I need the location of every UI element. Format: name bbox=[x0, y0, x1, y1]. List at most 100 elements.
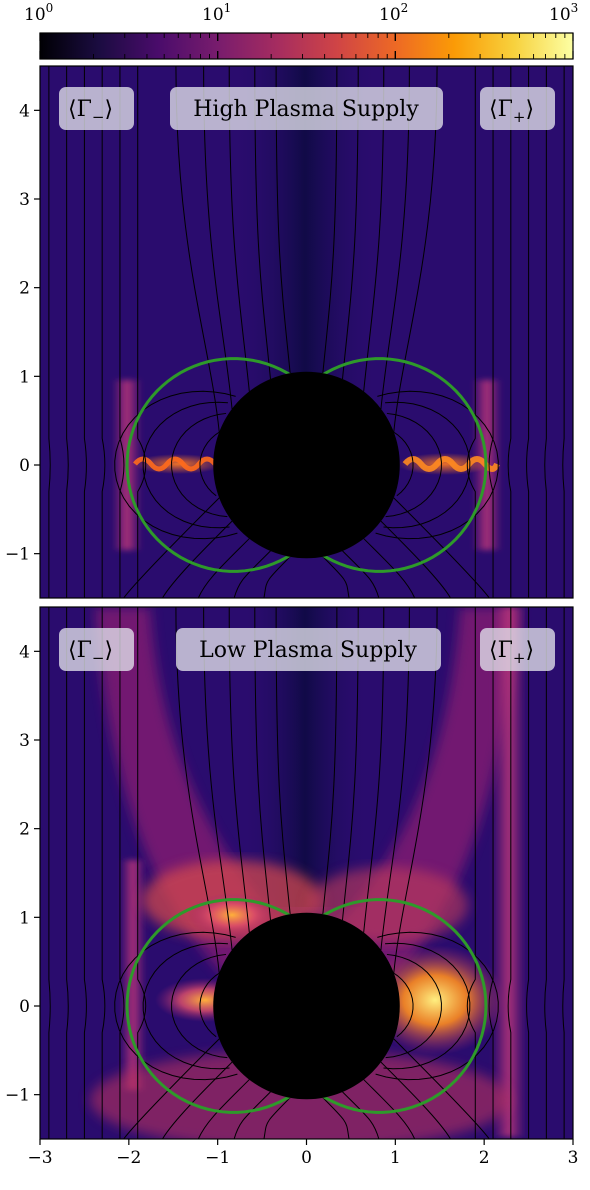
field-line bbox=[507, 66, 512, 598]
y-tick-label: 3 bbox=[19, 731, 30, 751]
field-line bbox=[137, 607, 147, 1139]
y-axis: −1 0 1 2 3 4 bbox=[5, 101, 40, 565]
label-gamma-plus: ⟨Γ+⟩ bbox=[480, 628, 555, 671]
y-tick-label: −1 bbox=[5, 545, 30, 565]
field-line bbox=[233, 550, 271, 598]
field-line bbox=[142, 401, 230, 529]
field-line bbox=[83, 66, 87, 598]
panel-high-plasma-supply: −1 0 1 2 3 4 ⟨Γ−⟩ High Plasma Supply ⟨Γ+⟩ bbox=[5, 65, 574, 599]
field-line bbox=[203, 66, 233, 409]
field-line bbox=[114, 931, 238, 1081]
field-line bbox=[466, 607, 476, 1139]
panel-title: Low Plasma Supply bbox=[176, 628, 441, 671]
field-lines bbox=[48, 66, 565, 598]
panel-title-text: High Plasma Supply bbox=[193, 97, 419, 122]
field-line bbox=[171, 412, 228, 518]
field-line bbox=[197, 1079, 250, 1139]
neutron-star bbox=[213, 371, 400, 559]
label-gamma-plus-text: ⟨Γ+⟩ bbox=[489, 638, 534, 667]
y-tick-label: 4 bbox=[19, 642, 30, 662]
field-line bbox=[342, 1091, 380, 1139]
field-line bbox=[466, 66, 476, 598]
field-line bbox=[380, 66, 410, 409]
x-tick-label: 3 bbox=[568, 1148, 579, 1168]
label-gamma-minus-text: ⟨Γ−⟩ bbox=[68, 97, 113, 126]
label-gamma-minus: ⟨Γ−⟩ bbox=[59, 87, 134, 130]
field-line bbox=[101, 66, 106, 598]
field-line bbox=[175, 607, 220, 974]
label-gamma-plus: ⟨Γ+⟩ bbox=[480, 87, 555, 130]
colorbar-tick-label: 103 bbox=[549, 1, 578, 25]
light-cylinder bbox=[125, 357, 488, 573]
field-line bbox=[393, 1038, 490, 1139]
field-line bbox=[341, 607, 359, 921]
field-line bbox=[142, 942, 230, 1070]
neutron-star bbox=[213, 912, 400, 1100]
x-tick-label: 0 bbox=[301, 1148, 312, 1168]
field-line bbox=[393, 607, 438, 974]
x-tick-label: −1 bbox=[205, 1148, 230, 1168]
field-line bbox=[119, 66, 125, 598]
field-line bbox=[393, 66, 438, 433]
field-line bbox=[380, 607, 410, 950]
field-line bbox=[375, 931, 499, 1081]
hot-region-right bbox=[365, 945, 505, 1055]
field-line bbox=[383, 401, 471, 529]
field-line bbox=[233, 1091, 271, 1139]
field-line bbox=[203, 607, 233, 950]
y-tick-label: 4 bbox=[19, 101, 30, 121]
field-line bbox=[101, 607, 106, 1139]
panel-low-plasma-supply: −1 0 1 2 3 4 −3 −2 −1 0 1 2 3 ⟨Γ−⟩ Low Plasma Suppl… bbox=[5, 606, 579, 1168]
field-line bbox=[263, 556, 291, 598]
y-tick-label: 1 bbox=[19, 367, 30, 387]
field-line bbox=[197, 538, 250, 598]
field-line bbox=[66, 66, 69, 598]
x-tick-label: 2 bbox=[479, 1148, 490, 1168]
light-cylinder bbox=[125, 898, 488, 1114]
y-tick-label: 3 bbox=[19, 190, 30, 210]
field-line bbox=[393, 497, 490, 598]
colorbar-tick-label: 100 bbox=[24, 1, 53, 25]
y-tick-label: 2 bbox=[19, 820, 30, 840]
field-line bbox=[275, 66, 291, 374]
field-line bbox=[488, 66, 494, 598]
field-line bbox=[342, 550, 380, 598]
field-line bbox=[254, 66, 272, 380]
field-line bbox=[385, 953, 442, 1059]
field-line bbox=[199, 431, 221, 497]
panel-title-text: Low Plasma Supply bbox=[199, 638, 417, 663]
field-line bbox=[175, 66, 220, 433]
field-lines bbox=[48, 607, 565, 1139]
field-line bbox=[383, 942, 471, 1070]
field-line bbox=[385, 412, 442, 518]
field-line bbox=[263, 1097, 291, 1139]
label-gamma-minus-text: ⟨Γ−⟩ bbox=[68, 638, 113, 667]
field-line bbox=[254, 607, 272, 921]
field-line bbox=[544, 607, 547, 1139]
field-line bbox=[137, 66, 147, 598]
field-line bbox=[392, 972, 414, 1038]
field-line bbox=[322, 607, 338, 915]
field-line bbox=[363, 1079, 416, 1139]
field-line bbox=[341, 66, 359, 380]
colorbar-gradient bbox=[39, 32, 574, 60]
panel-title: High Plasma Supply bbox=[170, 87, 443, 130]
field-line bbox=[48, 66, 51, 598]
colorbar-ticks bbox=[39, 33, 574, 59]
field-line bbox=[488, 607, 494, 1139]
hot-region-upper-left bbox=[187, 893, 277, 937]
y-tick-label: −1 bbox=[5, 1086, 30, 1106]
field-line bbox=[83, 607, 87, 1139]
y-tick-label: 0 bbox=[19, 997, 30, 1017]
sheath-right bbox=[492, 607, 526, 1137]
colorbar-tick-labels: 100 101 102 103 bbox=[24, 1, 578, 25]
field-line bbox=[199, 972, 221, 1038]
field-line bbox=[48, 607, 51, 1139]
x-tick-label: 1 bbox=[390, 1148, 401, 1168]
field-line bbox=[526, 607, 530, 1139]
field-line bbox=[363, 538, 416, 598]
field-line bbox=[562, 66, 565, 598]
colorbar: 100 101 102 103 bbox=[24, 1, 578, 60]
colorbar-tick-label: 102 bbox=[379, 1, 408, 25]
